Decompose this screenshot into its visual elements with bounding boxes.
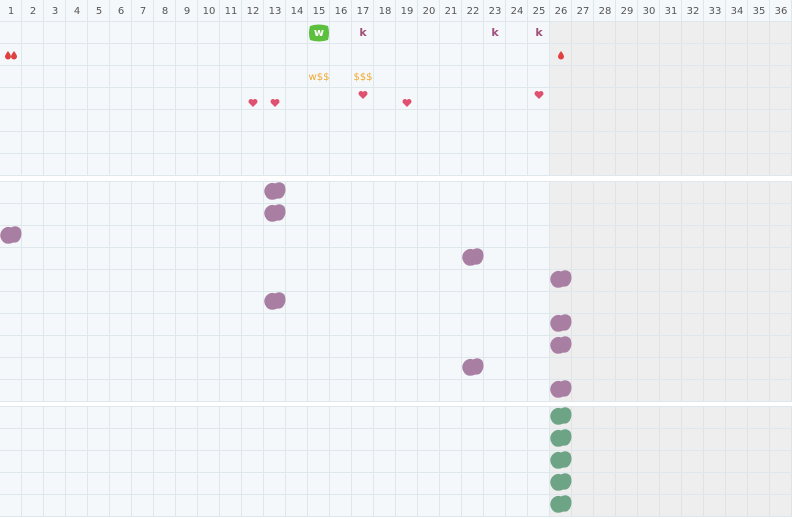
column-number: 1 bbox=[8, 6, 14, 17]
drop-icon bbox=[558, 51, 564, 60]
k-label: k bbox=[535, 26, 543, 39]
column-number: 19 bbox=[401, 6, 414, 17]
section-bg-disabled bbox=[550, 407, 792, 517]
column-number: 32 bbox=[687, 6, 700, 17]
blob-icon bbox=[0, 226, 22, 244]
k-label: k bbox=[359, 26, 367, 39]
column-number: 35 bbox=[753, 6, 766, 17]
column-number: 6 bbox=[118, 6, 124, 17]
column-number: 11 bbox=[225, 6, 238, 17]
blob-icon bbox=[462, 358, 484, 376]
k-label: k bbox=[491, 26, 499, 39]
column-number: 12 bbox=[247, 6, 260, 17]
column-number: 8 bbox=[162, 6, 168, 17]
column-number: 31 bbox=[665, 6, 678, 17]
column-number: 10 bbox=[203, 6, 216, 17]
column-number: 23 bbox=[489, 6, 502, 17]
column-number: 27 bbox=[577, 6, 590, 17]
heart-icon bbox=[402, 98, 412, 107]
column-number: 24 bbox=[511, 6, 524, 17]
column-number: 33 bbox=[709, 6, 722, 17]
column-number: 21 bbox=[445, 6, 458, 17]
column-number: 3 bbox=[52, 6, 58, 17]
column-number: 29 bbox=[621, 6, 634, 17]
column-number: 2 bbox=[30, 6, 36, 17]
column-number: 15 bbox=[313, 6, 326, 17]
blob-icon bbox=[264, 182, 286, 200]
money-label: $$$ bbox=[353, 72, 372, 83]
column-number: 20 bbox=[423, 6, 436, 17]
blob-icon bbox=[550, 429, 572, 447]
column-number: 30 bbox=[643, 6, 656, 17]
blob-icon bbox=[550, 451, 572, 469]
blob-icon bbox=[550, 314, 572, 332]
blob-icon bbox=[550, 380, 572, 398]
column-number: 36 bbox=[775, 6, 788, 17]
column-number: 13 bbox=[269, 6, 282, 17]
column-number: 18 bbox=[379, 6, 392, 17]
blob-icon bbox=[264, 292, 286, 310]
section-bg-disabled bbox=[550, 22, 792, 176]
column-number: 17 bbox=[357, 6, 370, 17]
money-label: w$$ bbox=[309, 72, 330, 83]
heart-icon bbox=[270, 99, 280, 107]
heart-icon bbox=[358, 91, 368, 99]
blob-icon bbox=[550, 495, 572, 513]
column-number: 4 bbox=[74, 6, 80, 17]
drop-icon bbox=[5, 51, 11, 60]
blob-icon bbox=[550, 407, 572, 425]
heart-icon bbox=[248, 99, 258, 107]
heart-icon bbox=[534, 91, 544, 99]
blob-icon bbox=[550, 336, 572, 354]
blob-icon bbox=[264, 204, 286, 222]
section-bg bbox=[0, 22, 550, 176]
blob-icon bbox=[550, 473, 572, 491]
column-number: 25 bbox=[533, 6, 546, 17]
column-number: 14 bbox=[291, 6, 304, 17]
column-number: 34 bbox=[731, 6, 744, 17]
column-number: 26 bbox=[555, 6, 568, 17]
column-number: 5 bbox=[96, 6, 102, 17]
column-number: 22 bbox=[467, 6, 480, 17]
column-number: 9 bbox=[184, 6, 190, 17]
section-bg bbox=[0, 407, 550, 517]
blob-icon bbox=[550, 270, 572, 288]
column-number: 7 bbox=[140, 6, 146, 17]
badge-label: w bbox=[314, 26, 324, 39]
blob-icon bbox=[462, 248, 484, 266]
column-number: 16 bbox=[335, 6, 348, 17]
column-number: 28 bbox=[599, 6, 612, 17]
badge bbox=[309, 24, 329, 42]
drop-icon bbox=[11, 51, 17, 60]
